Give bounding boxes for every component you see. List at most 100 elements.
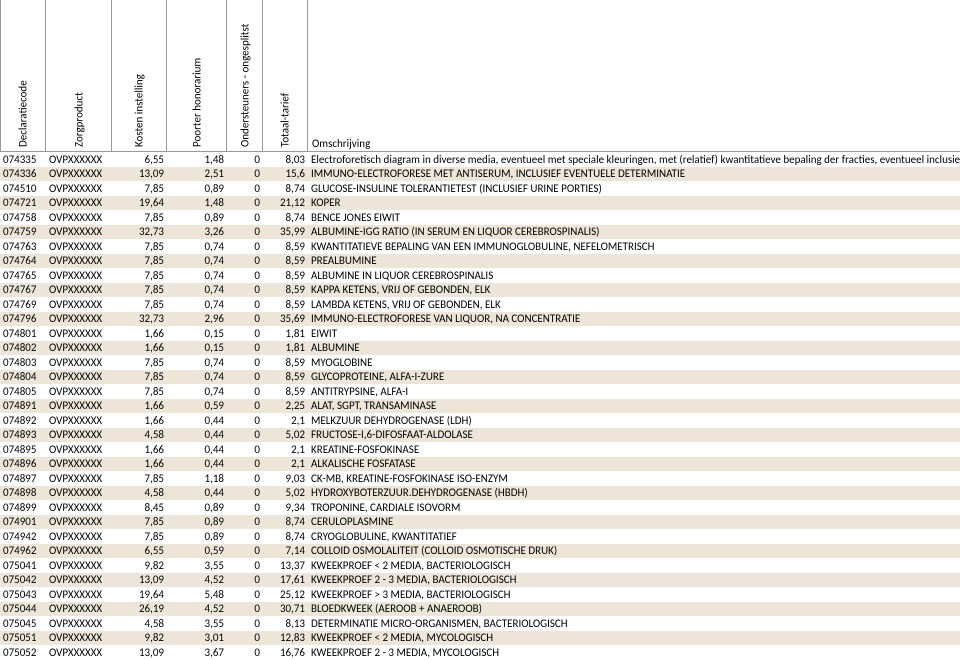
table-row: 074801OVPXXXXXX1,660,1501,81EIWIT	[0, 326, 960, 341]
cell-onds: 0	[227, 370, 263, 383]
cell-oms: CK-MB, KREATINE-FOSFOKINASE ISO-ENZYM	[308, 472, 960, 485]
cell-poor: 0,15	[167, 327, 227, 340]
cell-onds: 0	[227, 544, 263, 557]
cell-code: 074763	[0, 240, 46, 253]
cell-onds: 0	[227, 254, 263, 267]
cell-prod: OVPXXXXXX	[46, 428, 112, 441]
cell-tot: 17,61	[263, 573, 308, 586]
cell-onds: 0	[227, 327, 263, 340]
cell-prod: OVPXXXXXX	[46, 472, 112, 485]
cell-onds: 0	[227, 428, 263, 441]
cell-onds: 0	[227, 240, 263, 253]
cell-prod: OVPXXXXXX	[46, 399, 112, 412]
cell-code: 075042	[0, 573, 46, 586]
column-header-prod: Zorgproduct	[46, 0, 112, 151]
column-header-poor: Poorter honorarium	[167, 0, 227, 151]
cell-prod: OVPXXXXXX	[46, 617, 112, 630]
cell-poor: 0,74	[167, 254, 227, 267]
cell-oms: DETERMINATIE MICRO-ORGANISMEN, BACTERIOL…	[308, 617, 960, 630]
column-header-label: Kosten instelling	[133, 74, 146, 147]
cell-kost: 1,66	[112, 341, 167, 354]
cell-oms: ALKALISCHE FOSFATASE	[308, 457, 960, 470]
column-header-label: Zorgproduct	[72, 92, 85, 147]
cell-oms: KAPPA KETENS, VRIJ OF GEBONDEN, ELK	[308, 283, 960, 296]
cell-oms: GLYCOPROTEINE, ALFA-I-ZURE	[308, 370, 960, 383]
cell-onds: 0	[227, 559, 263, 572]
table-row: 074897OVPXXXXXX7,851,1809,03CK-MB, KREAT…	[0, 471, 960, 486]
cell-kost: 1,66	[112, 414, 167, 427]
cell-kost: 6,55	[112, 544, 167, 557]
cell-poor: 3,26	[167, 225, 227, 238]
cell-prod: OVPXXXXXX	[46, 225, 112, 238]
cell-poor: 2,96	[167, 312, 227, 325]
cell-code: 074898	[0, 486, 46, 499]
cell-prod: OVPXXXXXX	[46, 283, 112, 296]
cell-tot: 9,34	[263, 501, 308, 514]
cell-code: 075041	[0, 559, 46, 572]
cell-kost: 1,66	[112, 443, 167, 456]
cell-poor: 3,55	[167, 617, 227, 630]
cell-code: 074962	[0, 544, 46, 557]
cell-poor: 0,89	[167, 501, 227, 514]
cell-poor: 0,89	[167, 515, 227, 528]
cell-code: 074721	[0, 196, 46, 209]
column-header-tot: Totaal-tarief	[263, 0, 308, 151]
cell-poor: 0,44	[167, 428, 227, 441]
cell-code: 074336	[0, 167, 46, 180]
table-row: 074892OVPXXXXXX1,660,4402,1MELKZUUR DEHY…	[0, 413, 960, 428]
table-row: 075051OVPXXXXXX9,823,01012,83KWEEKPROEF …	[0, 631, 960, 646]
cell-poor: 0,74	[167, 298, 227, 311]
cell-kost: 19,64	[112, 196, 167, 209]
table-header-row: Declaratiecode Zorgproduct Kosten instelli…	[0, 0, 960, 152]
table-row: 074893OVPXXXXXX4,580,4405,02FRUCTOSE-I,6…	[0, 428, 960, 443]
cell-code: 075045	[0, 617, 46, 630]
cell-code: 075052	[0, 646, 46, 659]
table-row: 074763OVPXXXXXX7,850,7408,59KWANTITATIEV…	[0, 239, 960, 254]
cell-onds: 0	[227, 385, 263, 398]
cell-code: 074891	[0, 399, 46, 412]
cell-tot: 35,69	[263, 312, 308, 325]
cell-poor: 0,74	[167, 356, 227, 369]
cell-tot: 8,59	[263, 356, 308, 369]
table-row: 075044OVPXXXXXX26,194,52030,71BLOEDKWEEK…	[0, 602, 960, 617]
cell-oms: PREALBUMINE	[308, 254, 960, 267]
cell-kost: 1,66	[112, 399, 167, 412]
table-row: 075043OVPXXXXXX19,645,48025,12KWEEKPROEF…	[0, 587, 960, 602]
cell-code: 074758	[0, 211, 46, 224]
cell-poor: 4,52	[167, 573, 227, 586]
cell-onds: 0	[227, 501, 263, 514]
cell-poor: 0,15	[167, 341, 227, 354]
cell-code: 075044	[0, 602, 46, 615]
cell-prod: OVPXXXXXX	[46, 443, 112, 456]
cell-code: 074510	[0, 182, 46, 195]
cell-oms: KWEEKPROEF < 2 MEDIA, BACTERIOLOGISCH	[308, 559, 960, 572]
table-row: 075041OVPXXXXXX9,823,55013,37KWEEKPROEF …	[0, 558, 960, 573]
cell-poor: 1,18	[167, 472, 227, 485]
cell-code: 074796	[0, 312, 46, 325]
cell-prod: OVPXXXXXX	[46, 544, 112, 557]
cell-oms: KWEEKPROEF > 3 MEDIA, BACTERIOLOGISCH	[308, 588, 960, 601]
cell-code: 074769	[0, 298, 46, 311]
cell-tot: 35,99	[263, 225, 308, 238]
column-header-kost: Kosten instelling	[112, 0, 167, 151]
cell-prod: OVPXXXXXX	[46, 254, 112, 267]
cell-oms: IMMUNO-ELECTROFORESE VAN LIQUOR, NA CONC…	[308, 312, 960, 325]
cell-oms: KWANTITATIEVE BEPALING VAN EEN IMMUNOGLO…	[308, 240, 960, 253]
cell-poor: 0,89	[167, 211, 227, 224]
cell-prod: OVPXXXXXX	[46, 269, 112, 282]
cell-code: 074897	[0, 472, 46, 485]
cell-prod: OVPXXXXXX	[46, 631, 112, 644]
cell-poor: 0,89	[167, 182, 227, 195]
cell-tot: 8,59	[263, 385, 308, 398]
table-row: 074802OVPXXXXXX1,660,1501,81ALBUMINE	[0, 341, 960, 356]
cell-tot: 2,25	[263, 399, 308, 412]
cell-code: 074759	[0, 225, 46, 238]
cell-onds: 0	[227, 182, 263, 195]
column-header-label: Declaratiecode	[17, 80, 30, 147]
table-row: 074764OVPXXXXXX7,850,7408,59PREALBUMINE	[0, 254, 960, 269]
cell-prod: OVPXXXXXX	[46, 356, 112, 369]
cell-prod: OVPXXXXXX	[46, 588, 112, 601]
cell-onds: 0	[227, 312, 263, 325]
cell-tot: 8,03	[263, 153, 308, 166]
cell-prod: OVPXXXXXX	[46, 515, 112, 528]
